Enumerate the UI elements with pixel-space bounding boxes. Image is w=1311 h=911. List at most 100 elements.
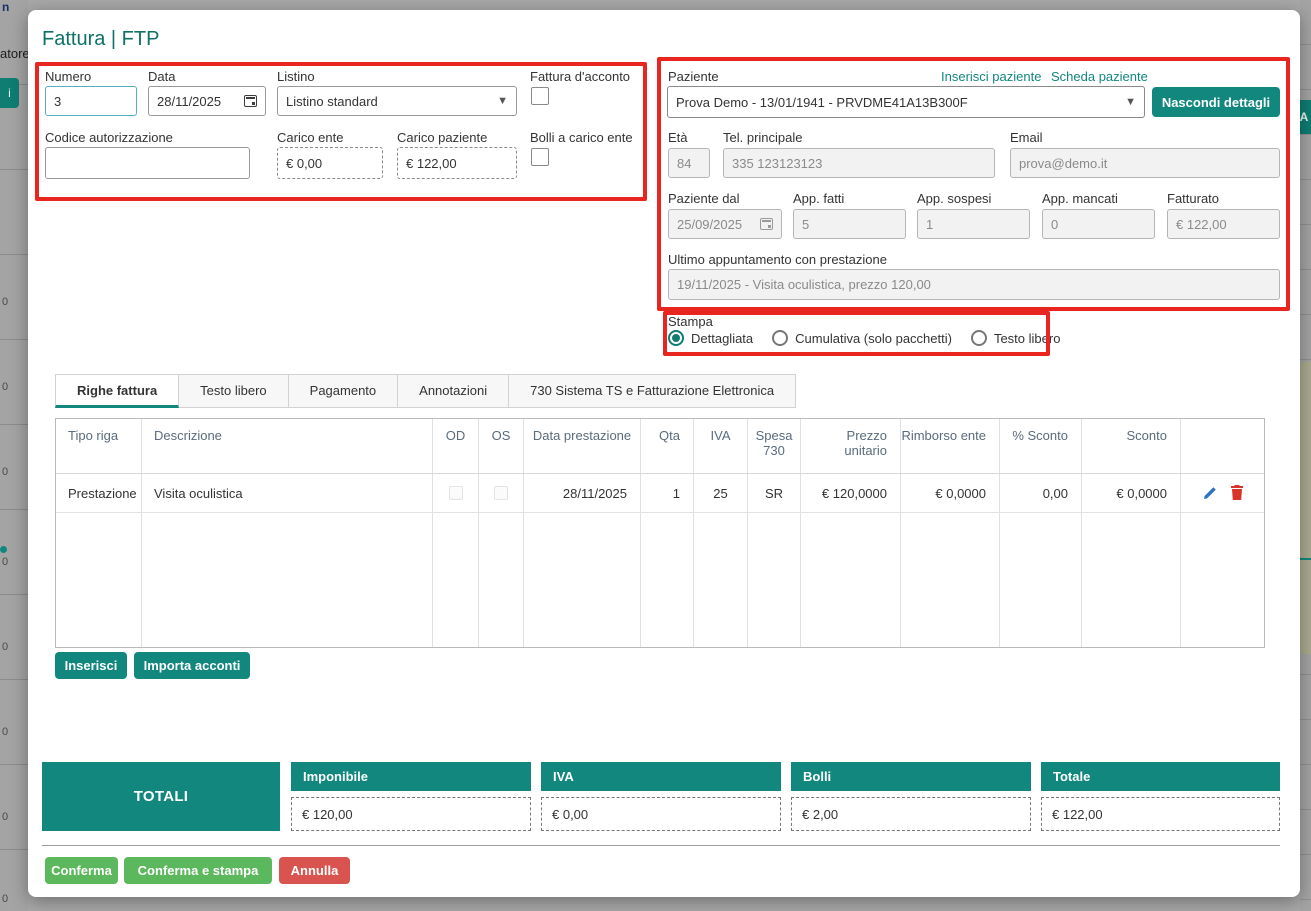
paziente-dal-input: 25/09/2025 — [668, 209, 782, 239]
codice-autorizzazione-label: Codice autorizzazione — [45, 130, 173, 145]
tab-annotazioni[interactable]: Annotazioni — [398, 374, 510, 408]
col-actions — [1181, 419, 1265, 473]
app-mancati-input: 0 — [1042, 209, 1155, 239]
col-descrizione: Descrizione — [142, 419, 433, 473]
email-value: prova@demo.it — [1019, 155, 1108, 171]
fatturato-value: € 122,00 — [1176, 216, 1227, 232]
tab-730-sistema-ts[interactable]: 730 Sistema TS e Fatturazione Elettronic… — [509, 374, 797, 408]
col-data-prestazione: Data prestazione — [524, 419, 641, 473]
iva-value: € 0,00 — [541, 797, 781, 831]
radio-dettagliata-label: Dettagliata — [691, 330, 754, 346]
tab-righe-fattura[interactable]: Righe fattura — [55, 374, 180, 408]
paziente-dal-value: 25/09/2025 — [677, 216, 743, 232]
background-nav-text: n — [2, 0, 10, 14]
totale-header: Totale — [1041, 762, 1280, 791]
totale-value: € 122,00 — [1041, 797, 1280, 831]
table-empty-area — [56, 512, 1264, 647]
calendar-icon[interactable] — [244, 95, 257, 107]
background-time-tick: 0 — [2, 556, 9, 568]
data-label: Data — [148, 69, 176, 84]
annulla-button[interactable]: Annulla — [279, 857, 350, 884]
cell-os — [479, 474, 524, 512]
col-sconto-pct: % Sconto — [1000, 419, 1082, 473]
listino-value: Listino standard — [286, 93, 378, 109]
invoice-lines-table: Tipo riga Descrizione OD OS Data prestaz… — [55, 418, 1265, 648]
paziente-label: Paziente — [668, 69, 719, 84]
carico-paziente-value: € 122,00 — [406, 155, 457, 171]
conferma-e-stampa-button[interactable]: Conferma e stampa — [124, 857, 272, 884]
chevron-down-icon: ▼ — [497, 95, 508, 107]
col-prezzo-unitario: Prezzo unitario — [801, 419, 901, 473]
radio-testo-libero-label: Testo libero — [993, 330, 1061, 346]
nascondi-dettagli-button[interactable]: Nascondi dettagli — [1152, 87, 1280, 117]
cell-rimborso-ente: € 0,0000 — [901, 474, 1000, 512]
inserisci-button[interactable]: Inserisci — [55, 652, 127, 679]
cell-iva: 25 — [694, 474, 748, 512]
scheda-paziente-link[interactable]: Scheda paziente — [1051, 69, 1148, 84]
background-time-tick: 0 — [2, 296, 9, 308]
cell-tipo-riga: Prestazione — [56, 474, 142, 512]
background-teal-button-right: A — [1297, 100, 1311, 134]
bolli-carico-ente-checkbox[interactable] — [531, 148, 549, 166]
col-sconto: Sconto — [1082, 419, 1181, 473]
listino-label: Listino — [277, 69, 315, 84]
col-os: OS — [479, 419, 524, 473]
bolli-carico-ente-label: Bolli a carico ente — [530, 130, 633, 145]
ultimo-appuntamento-value: 19/11/2025 - Visita oculistica, prezzo 1… — [677, 277, 931, 292]
eta-label: Età — [668, 130, 688, 145]
iva-header: IVA — [541, 762, 781, 791]
carico-paziente-box: € 122,00 — [397, 147, 517, 179]
radio-dettagliata[interactable] — [668, 330, 684, 346]
paziente-selected-value: Prova Demo - 13/01/1941 - PRVDME41A13B30… — [676, 94, 968, 110]
background-operator-label: atore — [0, 46, 30, 61]
imponibile-value: € 120,00 — [291, 797, 531, 831]
delete-row-icon[interactable] — [1228, 484, 1246, 502]
background-teal-button-left: i — [0, 78, 19, 108]
tab-pagamento[interactable]: Pagamento — [288, 374, 399, 408]
chevron-down-icon: ▼ — [1125, 96, 1136, 108]
fattura-acconto-checkbox[interactable] — [531, 87, 549, 105]
background-time-tick: 0 — [2, 641, 9, 653]
background-app-left — [0, 0, 28, 911]
data-value: 28/11/2025 — [157, 93, 222, 109]
background-status-dot — [0, 546, 7, 553]
app-sospesi-input: 1 — [917, 209, 1030, 239]
app-sospesi-label: App. sospesi — [917, 191, 992, 206]
app-fatti-value: 5 — [802, 216, 810, 232]
totali-header: TOTALI — [42, 762, 280, 831]
numero-input[interactable]: 3 — [45, 86, 137, 116]
carico-ente-value: € 0,00 — [286, 155, 323, 171]
cell-spesa-730: SR — [748, 474, 801, 512]
conferma-button[interactable]: Conferma — [45, 857, 118, 884]
listino-select[interactable]: Listino standard ▼ — [277, 86, 517, 116]
imponibile-header: Imponibile — [291, 762, 531, 791]
codice-autorizzazione-input[interactable] — [45, 147, 250, 179]
inserisci-paziente-link[interactable]: Inserisci paziente — [941, 69, 1042, 84]
od-checkbox — [448, 486, 463, 500]
importa-acconti-button[interactable]: Importa acconti — [134, 652, 250, 679]
cell-sconto-pct: 0,00 — [1000, 474, 1082, 512]
eta-value: 84 — [677, 155, 692, 171]
app-mancati-value: 0 — [1051, 216, 1059, 232]
tab-testo-libero[interactable]: Testo libero — [179, 374, 289, 408]
fatturato-input: € 122,00 — [1167, 209, 1280, 239]
tel-label: Tel. principale — [723, 130, 803, 145]
background-calendar-now-line — [1300, 558, 1311, 560]
table-header-row: Tipo riga Descrizione OD OS Data prestaz… — [56, 419, 1264, 473]
bolli-header: Bolli — [791, 762, 1031, 791]
background-time-tick: 0 — [2, 893, 9, 905]
radio-testo-libero[interactable] — [970, 330, 987, 346]
radio-cumulativa[interactable] — [772, 330, 789, 346]
tel-value: 335 123123123 — [732, 155, 823, 171]
data-input[interactable]: 28/11/2025 — [148, 86, 266, 116]
edit-row-icon[interactable] — [1200, 484, 1218, 502]
stampa-label: Stampa — [668, 314, 713, 329]
calendar-icon — [760, 218, 773, 230]
col-iva: IVA — [694, 419, 748, 473]
table-row: Prestazione Visita oculistica 28/11/2025… — [56, 473, 1264, 512]
paziente-select[interactable]: Prova Demo - 13/01/1941 - PRVDME41A13B30… — [667, 86, 1145, 118]
stampa-radio-group: Dettagliata Cumulativa (solo pacchetti) … — [668, 330, 1060, 346]
background-time-tick: 0 — [2, 466, 9, 478]
eta-input: 84 — [668, 148, 710, 178]
col-tipo-riga: Tipo riga — [56, 419, 142, 473]
